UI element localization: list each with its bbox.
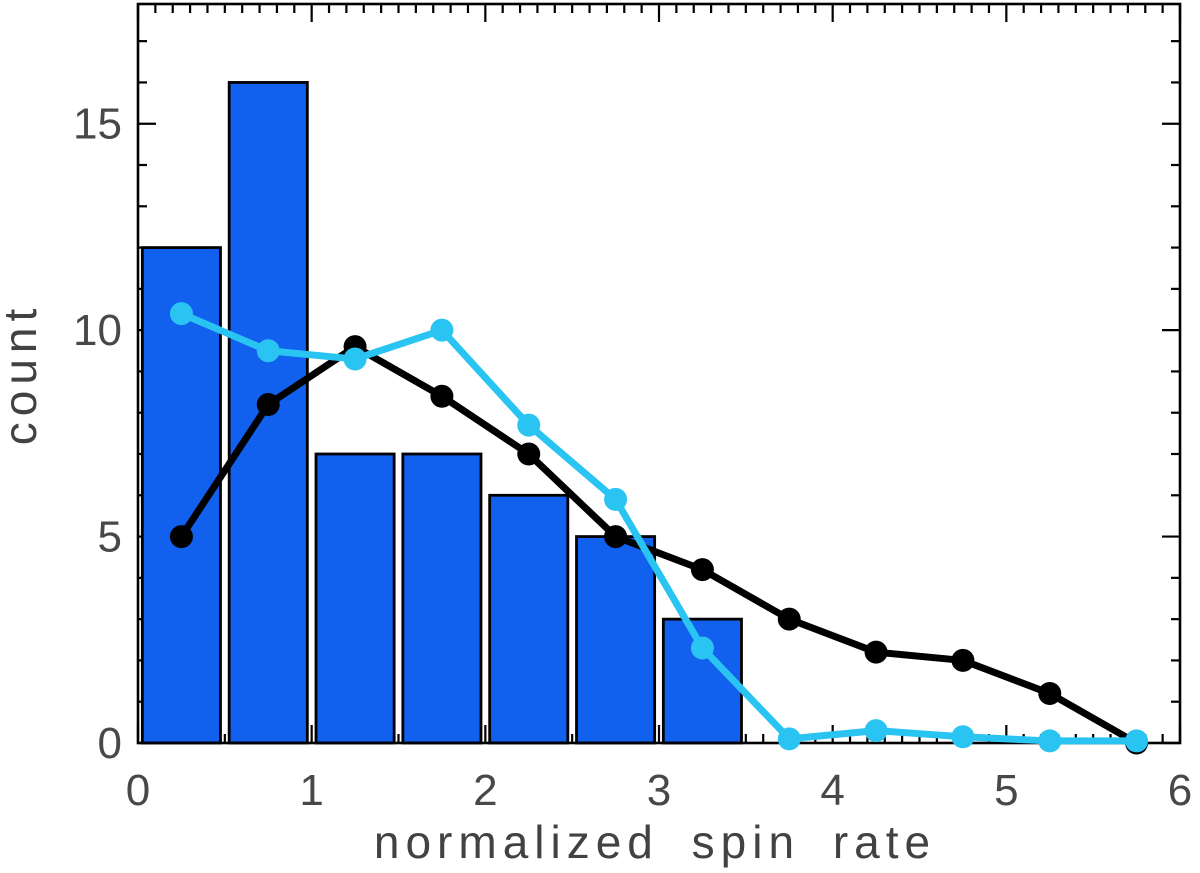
plot-frame <box>136 2 1182 745</box>
x-tick-label: 6 <box>1168 766 1192 815</box>
cyan-curve-marker <box>604 487 628 511</box>
cyan-curve-marker <box>1038 729 1062 753</box>
x-tick-label: 0 <box>126 766 150 815</box>
black-curve-marker <box>517 442 541 466</box>
black-curve-marker <box>690 558 714 582</box>
histogram-bar <box>314 452 396 745</box>
black-curve-marker <box>1038 681 1062 705</box>
histogram-bar <box>575 535 657 745</box>
black-curve-marker <box>430 384 454 408</box>
cyan-curve-marker <box>256 339 280 363</box>
cyan-curve-line <box>177 310 1141 745</box>
histogram-bar <box>488 493 570 745</box>
y-axis-title: count <box>0 303 46 446</box>
y-tick-label: 10 <box>73 306 122 355</box>
black-curve-marker <box>864 640 888 664</box>
x-tick-label: 1 <box>299 766 323 815</box>
y-tick-label: 15 <box>73 100 122 149</box>
histogram-bar <box>401 452 483 745</box>
x-axis-title: normalized spin rate <box>374 816 936 868</box>
cyan-curve-marker <box>169 302 193 326</box>
y-tick-label: 0 <box>98 719 122 768</box>
cyan-curve-marker <box>1125 729 1149 753</box>
x-tick-label: 5 <box>994 766 1018 815</box>
cyan-curve-marker <box>690 636 714 660</box>
black-curve-marker <box>777 607 801 631</box>
black-curve-marker <box>604 525 628 549</box>
black-curve-marker <box>951 648 975 672</box>
cyan-curve-marker <box>951 725 975 749</box>
cyan-curve-marker <box>517 413 541 437</box>
black-curve-marker <box>169 525 193 549</box>
x-tick-label: 4 <box>820 766 844 815</box>
black-curve-marker <box>256 392 280 416</box>
cyan-curve-marker <box>864 719 888 743</box>
y-tick-label: 5 <box>98 513 122 562</box>
x-tick-label: 2 <box>473 766 497 815</box>
x-tick-label: 3 <box>647 766 671 815</box>
cyan-curve-marker <box>430 318 454 342</box>
cyan-curve-marker <box>343 347 367 371</box>
cyan-curve-marker <box>777 727 801 751</box>
